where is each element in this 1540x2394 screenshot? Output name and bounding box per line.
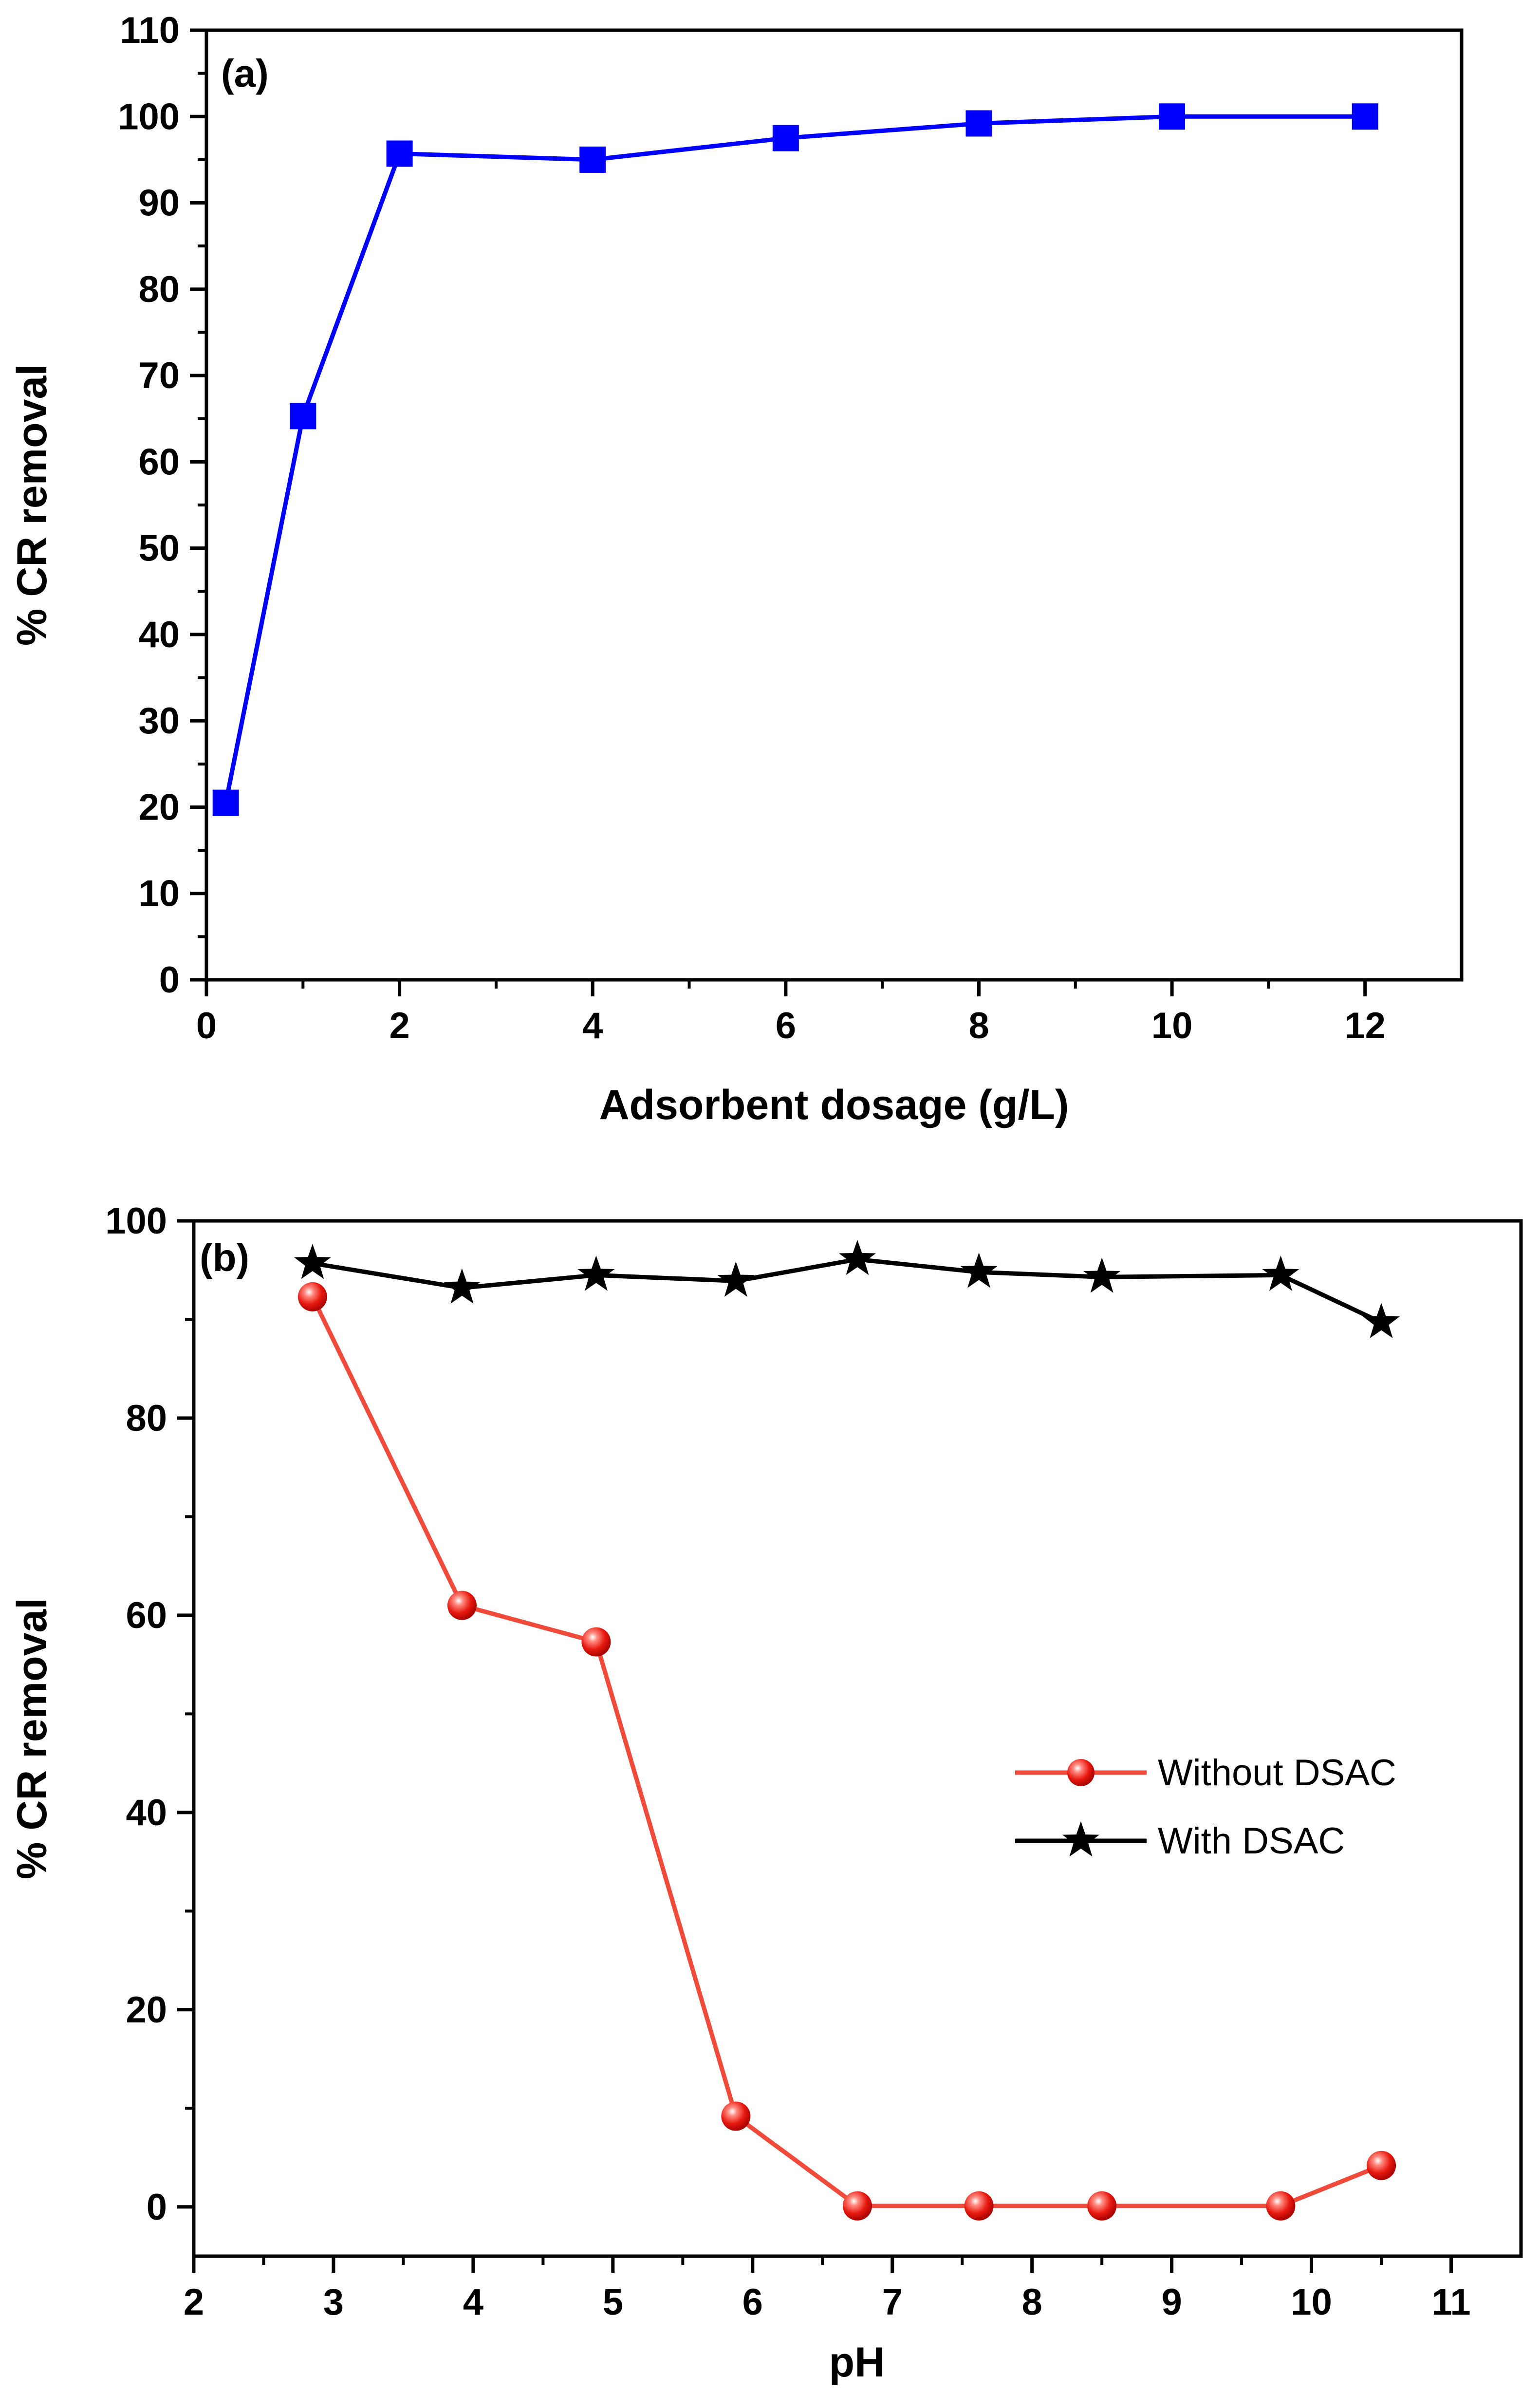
panel-a-x-axis-label: Adsorbent dosage (g/L) [599,1082,1069,1128]
x-tick-label: 11 [1431,2282,1470,2323]
panel-b-axes: 2 3 4 5 6 7 8 9 10 11 0 20 40 60 80 100 [105,1200,1471,2323]
y-tick-label: 30 [138,700,180,742]
data-point [1083,1257,1121,1293]
data-point [294,1244,331,1279]
x-tick-label: 10 [1291,2282,1332,2323]
data-point [965,110,992,137]
data-point [843,2191,872,2221]
data-point [721,2101,751,2131]
x-tick-label: 9 [1161,2282,1182,2323]
y-tick-label: 50 [138,528,180,569]
panel-a-axes: 0 2 4 6 8 10 12 0 10 20 30 40 50 60 70 80 90 100 110 [118,10,1386,1047]
y-tick-label: 80 [126,1398,167,1439]
y-tick-label: 40 [138,614,180,655]
data-point [579,146,606,173]
x-tick-label: 5 [603,2282,623,2323]
x-tick-label: 2 [184,2282,204,2323]
x-tick-label: 7 [882,2282,903,2323]
panel-b-y-axis-label: % CR removal [9,1598,56,1879]
panel-a-series [212,103,1378,816]
data-point [1087,2191,1117,2221]
x-tick-label: 0 [196,1005,217,1047]
data-point [212,789,239,816]
data-point [717,1261,755,1297]
panel-b-frame [192,1219,1523,2258]
legend-with-dsac-label: With DSAC [1158,1820,1345,1862]
legend-without-dsac-label: Without DSAC [1158,1752,1396,1794]
data-point [1266,2191,1296,2221]
y-tick-label: 70 [138,355,180,396]
y-tick-label: 90 [138,183,180,224]
panel-a: 0 2 4 6 8 10 12 0 10 20 30 40 50 60 70 80 90 100 110 (a) A… [9,10,1464,1128]
data-point [577,1255,615,1291]
panel-b-label: (b) [200,1236,249,1279]
y-tick-label: 10 [138,873,180,915]
y-tick-label: 20 [138,786,180,828]
data-point [1352,103,1378,130]
data-point [297,1282,327,1311]
panel-b-series [294,1240,1400,2221]
y-tick-label: 100 [118,96,180,137]
y-tick-label: 0 [147,2187,167,2228]
data-point [772,125,799,151]
x-tick-label: 12 [1344,1005,1386,1047]
data-point [581,1627,611,1657]
data-point [1367,2151,1396,2180]
y-tick-label: 110 [120,10,180,51]
x-tick-label: 4 [463,2282,483,2323]
y-tick-label: 60 [126,1595,167,1636]
y-tick-label: 0 [159,959,180,1001]
data-point [1363,1303,1400,1338]
legend-with-dsac-marker [1062,1821,1099,1857]
y-tick-label: 80 [138,269,180,310]
y-tick-label: 100 [105,1200,167,1242]
x-tick-label: 2 [389,1005,409,1047]
data-point [290,403,316,430]
y-tick-label: 60 [138,441,180,483]
data-point [443,1268,481,1304]
data-point [1159,103,1186,130]
panel-b-x-axis-label: pH [829,2339,885,2386]
x-tick-label: 3 [323,2282,344,2323]
data-point [964,2191,994,2221]
data-point [839,1240,876,1275]
x-tick-label: 10 [1151,1005,1193,1047]
panel-b: 2 3 4 5 6 7 8 9 10 11 0 20 40 60 80 100 (b) pH % CR rem… [9,1200,1523,2386]
panel-a-y-axis-label: % CR removal [9,364,56,646]
series-line [223,114,1365,804]
data-point [386,140,413,167]
x-tick-label: 4 [582,1005,603,1047]
data-point [1262,1255,1299,1291]
y-tick-label: 40 [126,1792,167,1833]
x-tick-label: 6 [776,1005,796,1047]
x-tick-label: 8 [968,1005,989,1047]
y-tick-label: 20 [126,1989,167,2031]
legend-without-dsac-marker [1067,1759,1095,1786]
panel-b-legend: Without DSAC With DSAC [1015,1752,1396,1862]
data-point [447,1590,477,1620]
x-tick-label: 6 [742,2282,763,2323]
data-point [960,1253,998,1288]
panel-a-label: (a) [221,52,269,95]
x-tick-label: 8 [1022,2282,1042,2323]
